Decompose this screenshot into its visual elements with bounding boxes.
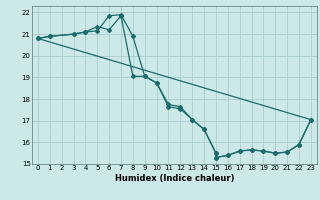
X-axis label: Humidex (Indice chaleur): Humidex (Indice chaleur)	[115, 174, 234, 183]
